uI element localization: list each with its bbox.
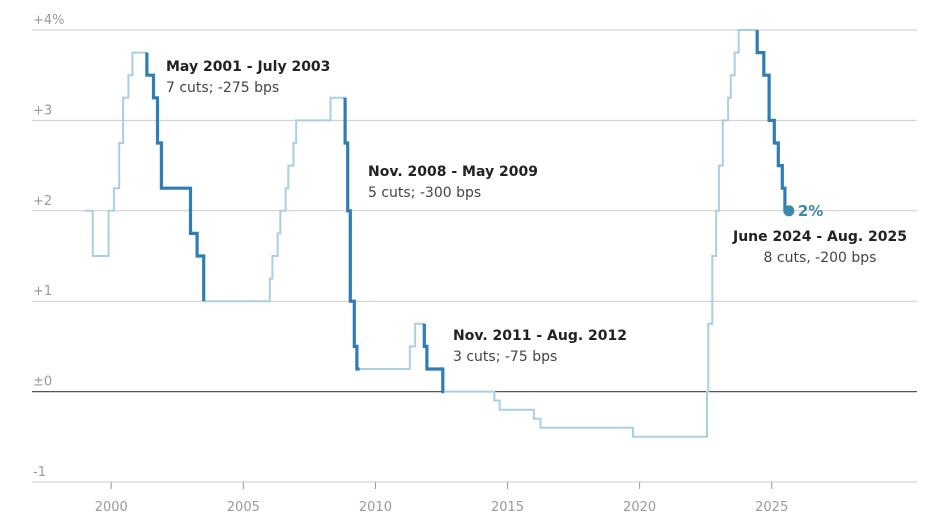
end-point-marker (783, 205, 795, 217)
y-tick-label: ±0 (33, 375, 52, 390)
x-tick-label: 2010 (359, 500, 392, 515)
annotation-subtitle: 8 cuts, -200 bps (764, 250, 877, 266)
x-tick-label: 2005 (227, 500, 260, 515)
annotation-subtitle: 5 cuts; -300 bps (368, 185, 481, 201)
rate-series-segment (444, 29, 758, 438)
annotation-2001: May 2001 - July 2003 7 cuts; -275 bps (166, 59, 330, 96)
annotation-title: Nov. 2008 - May 2009 (368, 164, 538, 180)
rate-series-segment (84, 51, 147, 257)
y-tick-label: +3 (33, 103, 52, 118)
y-axis-ticks: +4% +3 +2 +1 ±0 -1 (33, 13, 65, 480)
end-point-label: 2% (798, 202, 823, 220)
x-tick-label: 2020 (623, 500, 656, 515)
x-axis-ticks: 2000 2005 2010 2015 2020 2025 (95, 482, 788, 515)
annotation-title: May 2001 - July 2003 (166, 59, 330, 75)
annotation-2024: June 2024 - Aug. 2025 8 cuts, -200 bps (732, 229, 907, 266)
x-tick-label: 2025 (755, 500, 788, 515)
annotation-title: Nov. 2011 - Aug. 2012 (453, 328, 627, 344)
y-tick-label: +4% (33, 13, 65, 28)
cut-period-segment (755, 30, 789, 213)
y-tick-label: +1 (33, 284, 52, 299)
annotation-2008: Nov. 2008 - May 2009 5 cuts; -300 bps (368, 164, 538, 201)
rate-series-segment (359, 322, 425, 370)
annotation-2011: Nov. 2011 - Aug. 2012 3 cuts; -75 bps (453, 328, 627, 365)
x-tick-label: 2015 (491, 500, 524, 515)
rate-series-segment (203, 96, 346, 303)
annotation-subtitle: 3 cuts; -75 bps (453, 349, 557, 365)
y-tick-label: -1 (33, 465, 46, 480)
cut-period-segment (422, 323, 445, 394)
series-layer (84, 29, 758, 438)
cut-period-segment (343, 97, 360, 371)
annotation-subtitle: 7 cuts; -275 bps (166, 80, 279, 96)
cut-period-segment (145, 52, 206, 302)
x-tick-label: 2000 (95, 500, 128, 515)
annotation-title: June 2024 - Aug. 2025 (732, 229, 907, 245)
y-tick-label: +2 (33, 194, 52, 209)
highlight-layer (145, 30, 789, 394)
